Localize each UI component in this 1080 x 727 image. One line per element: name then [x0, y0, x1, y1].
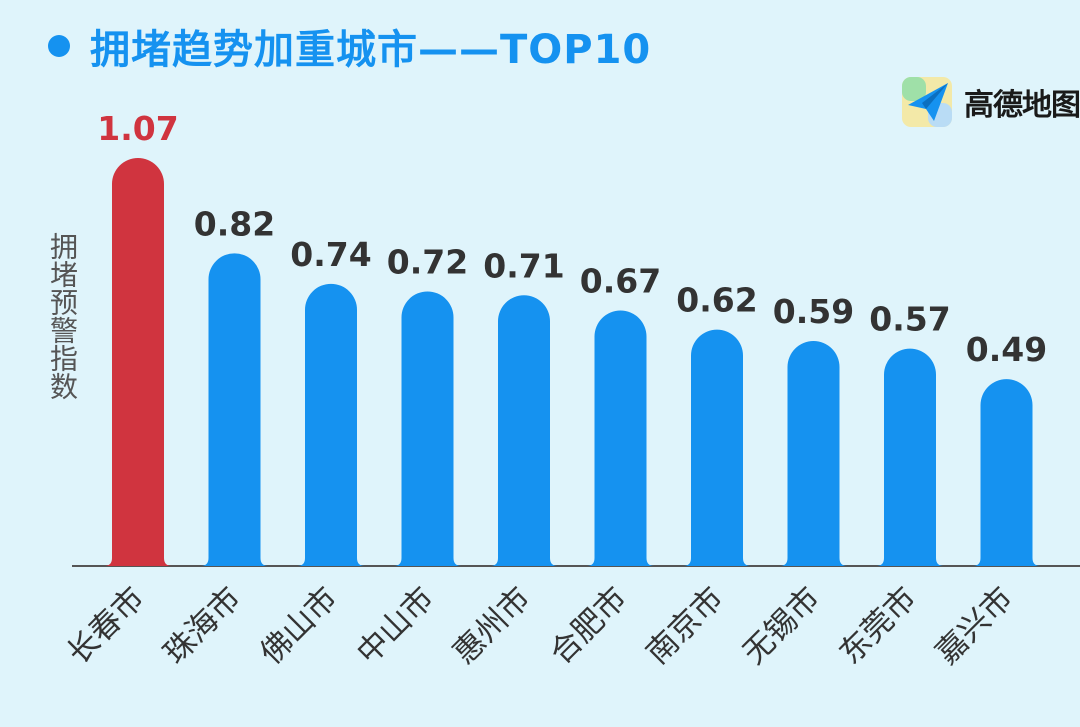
y-axis-label: 拥堵预警指数 [46, 232, 79, 400]
chart-title: 拥堵趋势加重城市——TOP10 [90, 27, 652, 73]
chart-title-row: 拥堵趋势加重城市——TOP10 [48, 18, 651, 74]
bar-1 [104, 158, 172, 566]
category-label-3: 佛山市 [253, 580, 344, 671]
category-label-1: 长春市 [60, 580, 151, 671]
bar-4 [393, 291, 462, 566]
category-label-10: 嘉兴市 [929, 580, 1020, 671]
amap-logo: 高德地图 [900, 74, 1080, 130]
category-label-8: 无锡市 [736, 580, 827, 671]
category-label-6: 合肥市 [543, 580, 634, 671]
value-label-1: 1.07 [97, 109, 178, 148]
bar-9 [876, 348, 944, 566]
value-label-4: 0.72 [387, 242, 468, 281]
amap-plane-icon [902, 77, 952, 127]
logo-text: 高德地图 [964, 88, 1080, 123]
category-label-2: 珠海市 [157, 580, 248, 671]
category-label-4: 中山市 [350, 580, 441, 671]
bar-10 [972, 379, 1041, 566]
value-label-5: 0.71 [483, 246, 564, 285]
value-label-9: 0.57 [869, 300, 950, 339]
value-label-10: 0.49 [966, 330, 1047, 369]
value-label-3: 0.74 [290, 235, 371, 274]
category-label-5: 惠州市 [446, 580, 537, 671]
bar-2 [200, 253, 269, 566]
value-label-8: 0.59 [773, 292, 854, 331]
value-label-7: 0.62 [676, 281, 757, 320]
bar-3 [297, 283, 365, 566]
bullet-dot-icon [48, 35, 70, 57]
bar-6 [586, 310, 655, 566]
value-label-6: 0.67 [580, 262, 661, 301]
category-label-9: 东莞市 [832, 580, 923, 671]
bar-8 [779, 341, 848, 566]
category-label-7: 南京市 [639, 580, 730, 671]
bar-7 [683, 329, 751, 566]
value-label-2: 0.82 [194, 204, 275, 243]
bar-5 [490, 295, 558, 566]
